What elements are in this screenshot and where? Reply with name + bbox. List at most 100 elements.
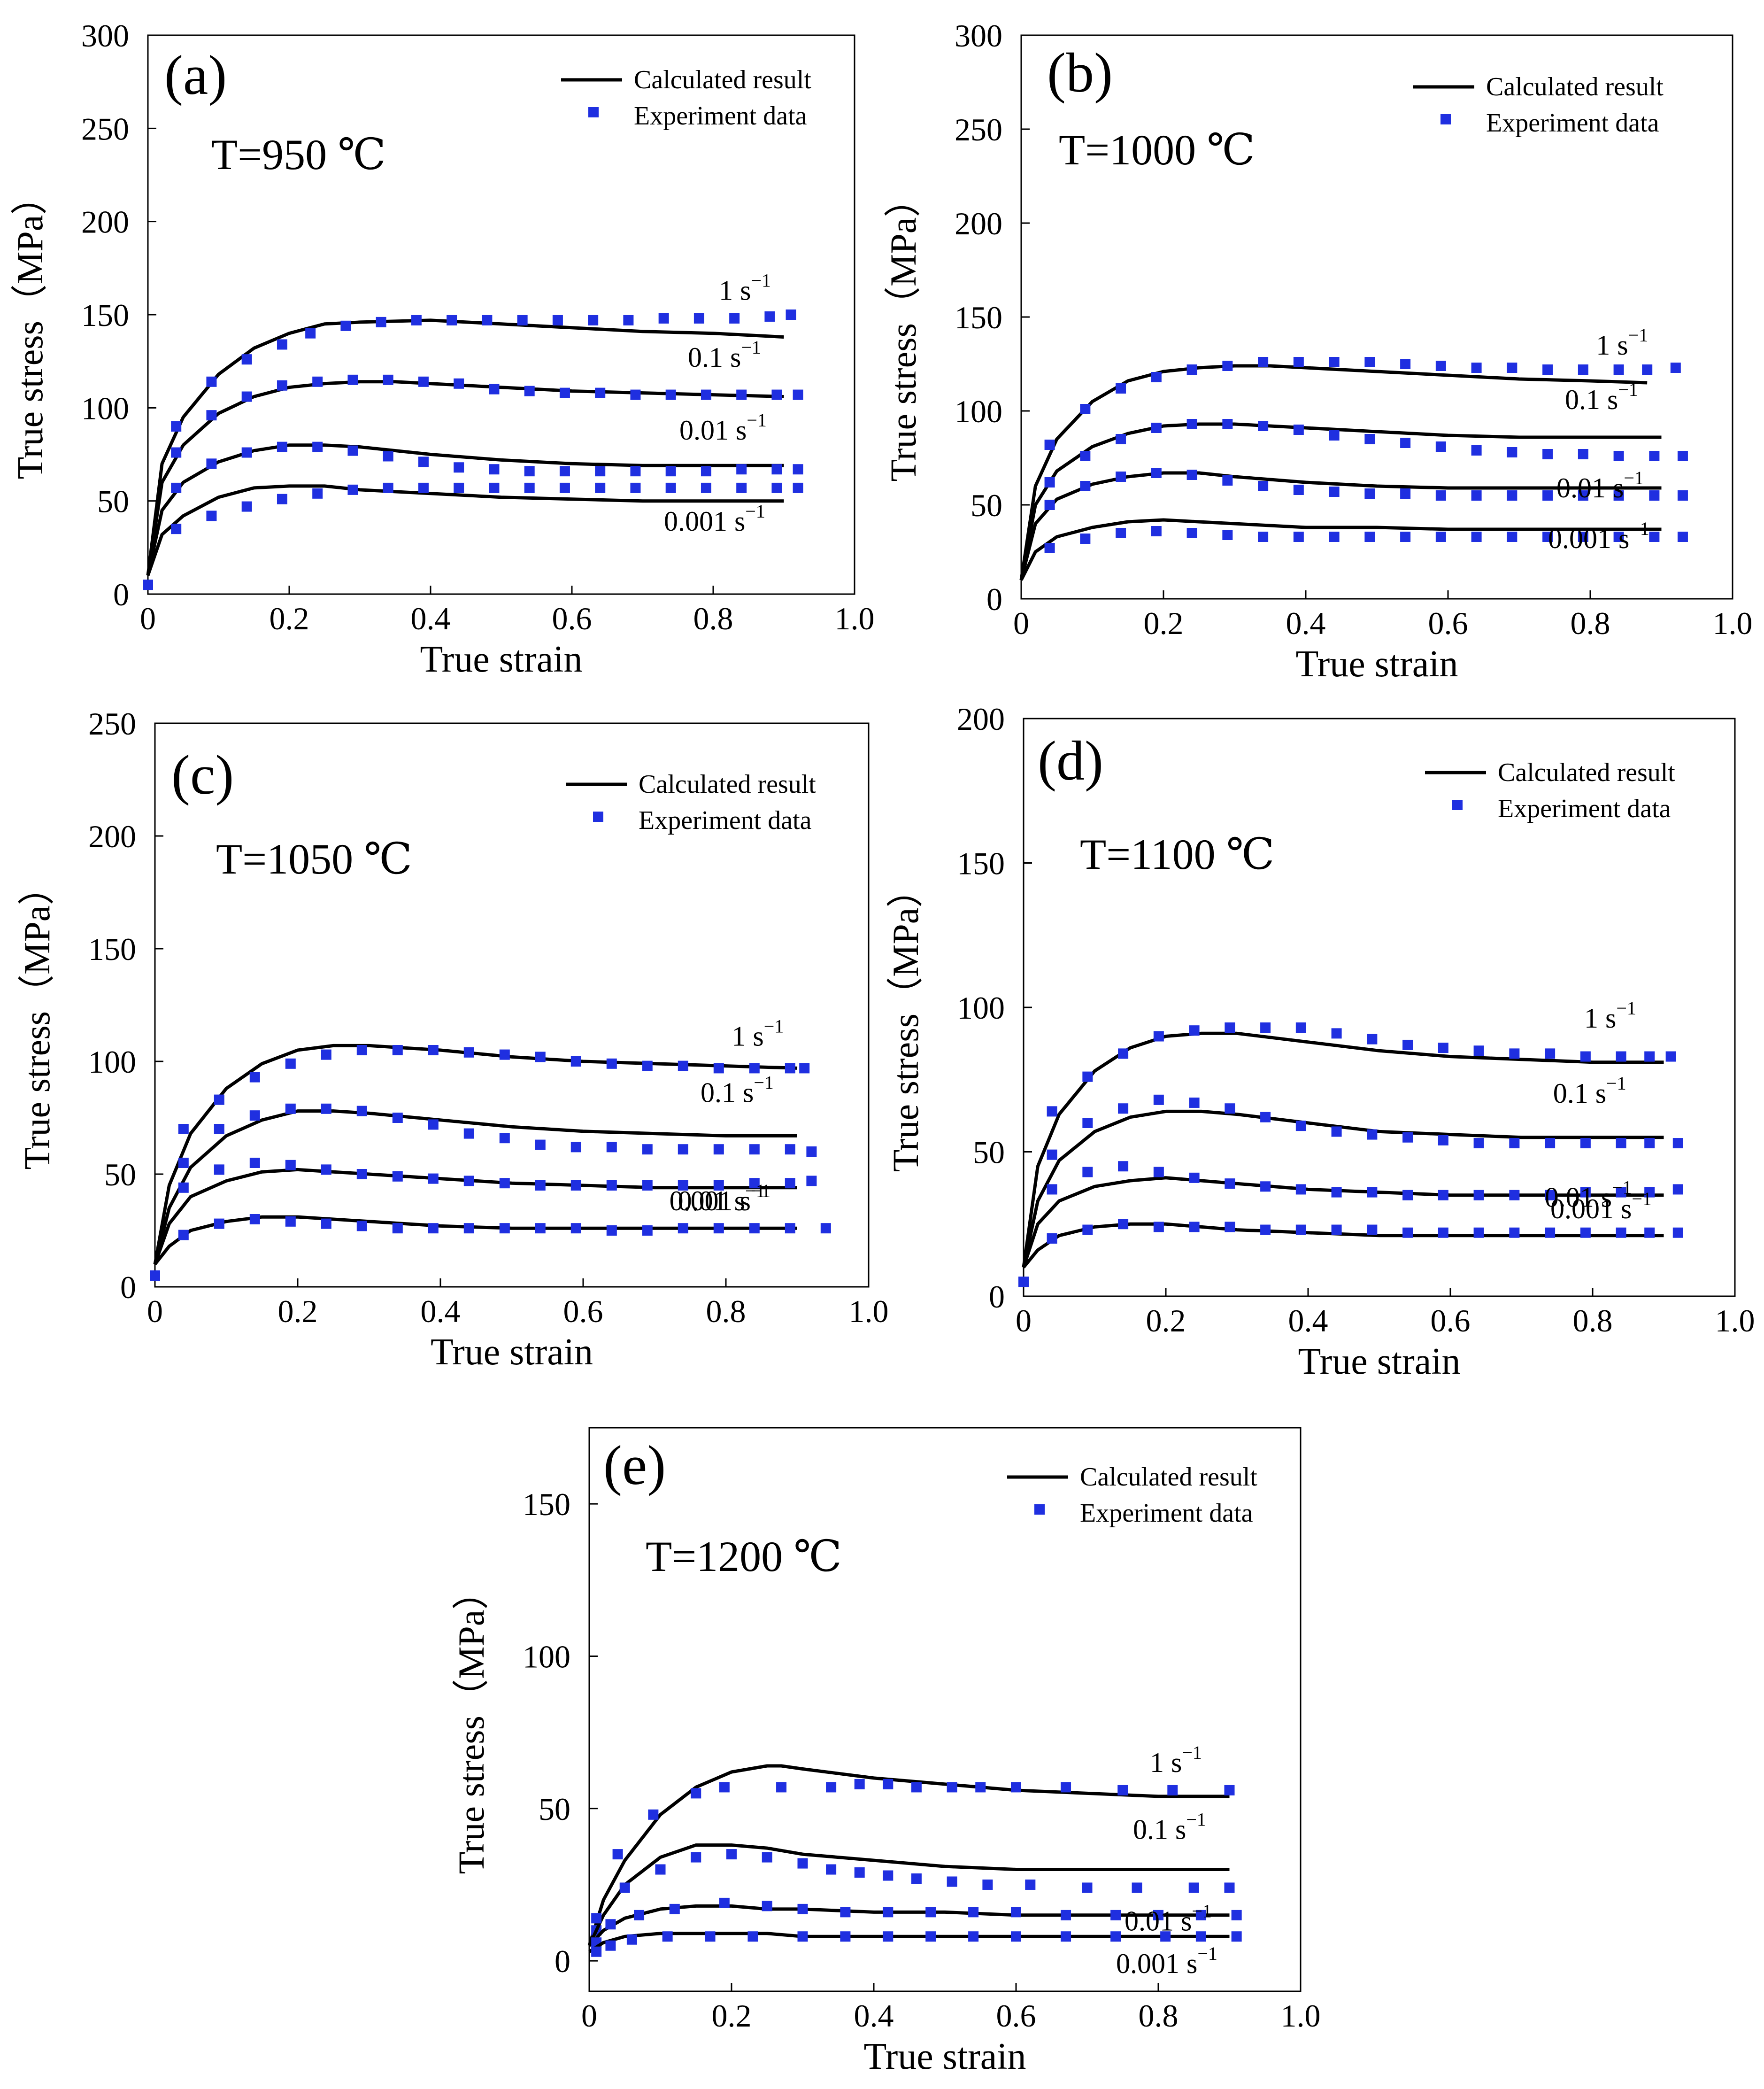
experiment-point [418, 376, 429, 387]
experiment-point [883, 1870, 894, 1881]
experiment-point [1080, 404, 1091, 414]
experiment-point [1400, 359, 1411, 369]
y-tick-label: 150 [523, 1486, 570, 1522]
experiment-point [762, 1901, 772, 1911]
experiment-point [1186, 470, 1197, 480]
experiment-point [1616, 1051, 1626, 1062]
experiment-point [1670, 363, 1681, 373]
experiment-point [1258, 532, 1269, 542]
experiment-point [797, 1931, 808, 1942]
experiment-point [1644, 1138, 1655, 1149]
experiment-point [1580, 1187, 1591, 1198]
experiment-point [277, 339, 287, 350]
chart-panel-4: 0 0.2 0.4 0.6 0.8 1.0 0 50 100 150 200 True strain T… [885, 701, 1755, 1382]
experiment-point [150, 1270, 160, 1281]
experiment-point [305, 328, 316, 339]
experiment-point [356, 1169, 367, 1179]
experiment-point [1402, 1190, 1413, 1200]
experiment-point [454, 378, 464, 389]
experiment-point [736, 464, 747, 475]
experiment-point [883, 1931, 894, 1942]
temperature-label: T=1100 ℃ [1080, 830, 1275, 878]
experiment-point [1438, 1043, 1448, 1053]
experiment-point [1186, 364, 1197, 375]
x-axis-label: True strain [1298, 1341, 1461, 1382]
experiment-point [1473, 1045, 1484, 1056]
experiment-point [570, 1223, 581, 1234]
experiment-point [321, 1164, 331, 1175]
experiment-point [1672, 1184, 1683, 1195]
y-tick-label: 0 [555, 1943, 570, 1979]
experiment-point [968, 1907, 979, 1918]
experiment-point [1331, 1028, 1342, 1039]
experiment-point [1331, 1126, 1342, 1137]
experiment-point [418, 482, 429, 493]
experiment-point [1222, 475, 1233, 486]
series-label: 0.1 s−1 [688, 337, 761, 373]
experiment-point [1329, 532, 1340, 542]
experiment-point [454, 462, 464, 473]
experiment-point [524, 466, 535, 477]
experiment-point [713, 1223, 724, 1234]
experiment-point [535, 1052, 546, 1062]
series-label: 0.001 s−1 [670, 1180, 771, 1216]
legend-square-swatch [1440, 114, 1451, 124]
series-label: 0.01 s−1 [1545, 1176, 1632, 1213]
experiment-point [786, 309, 796, 320]
y-tick-label: 300 [81, 18, 129, 54]
experiment-point [1018, 1277, 1029, 1287]
experiment-point [1116, 528, 1126, 538]
experiment-point [655, 1864, 666, 1875]
experiment-point [347, 484, 358, 495]
experiment-point [736, 482, 747, 493]
experiment-point [806, 1176, 817, 1186]
experiment-point [1578, 532, 1588, 542]
experiment-point [1160, 1931, 1171, 1942]
experiment-point [1118, 1048, 1129, 1059]
experiment-point [701, 482, 711, 493]
experiment-point [143, 580, 153, 590]
experiment-point [392, 1223, 403, 1234]
experiment-point [570, 1180, 581, 1191]
experiment-point [883, 1779, 894, 1789]
experiment-point [241, 501, 252, 512]
y-tick-label: 50 [539, 1791, 570, 1827]
series-label: 0.1 s−1 [1133, 1809, 1206, 1845]
experiment-point [642, 1180, 653, 1191]
experiment-point [1438, 1227, 1448, 1238]
experiment-point [1509, 1190, 1520, 1200]
experiment-point [975, 1782, 986, 1793]
experiment-point [1509, 1138, 1520, 1149]
experiment-point [1080, 451, 1091, 461]
y-axis-label: True stress（MPa） [16, 869, 57, 1170]
experiment-point [383, 451, 393, 462]
experiment-point [619, 1882, 630, 1893]
experiment-point [785, 1144, 795, 1155]
experiment-point [1260, 1112, 1271, 1122]
experiment-point [1507, 532, 1518, 542]
calculated-curve-0.01 [1019, 471, 1662, 580]
experiment-point [726, 1849, 737, 1860]
experiment-point [447, 315, 457, 325]
experiment-point [312, 376, 323, 387]
experiment-point [1649, 451, 1660, 461]
experiment-point [1677, 532, 1688, 542]
experiment-point [911, 1782, 922, 1793]
experiment-point [665, 482, 676, 493]
experiment-point [1649, 532, 1660, 542]
experiment-point [340, 320, 351, 331]
y-tick-label: 50 [973, 1135, 1005, 1170]
experiment-point [241, 447, 252, 458]
series-label: 0.01 s−1 [1556, 467, 1644, 503]
experiment-point [719, 1782, 730, 1793]
experiment-point [701, 389, 711, 400]
experiment-point [517, 315, 528, 325]
experiment-point [729, 313, 740, 324]
x-tick-label: 1.0 [1715, 1303, 1755, 1339]
experiment-point [1117, 1785, 1128, 1795]
y-tick-label: 100 [523, 1639, 570, 1674]
experiment-point [499, 1049, 510, 1060]
experiment-point [1153, 1167, 1164, 1177]
x-tick-label: 0.4 [411, 601, 451, 636]
experiment-point [1132, 1882, 1142, 1893]
